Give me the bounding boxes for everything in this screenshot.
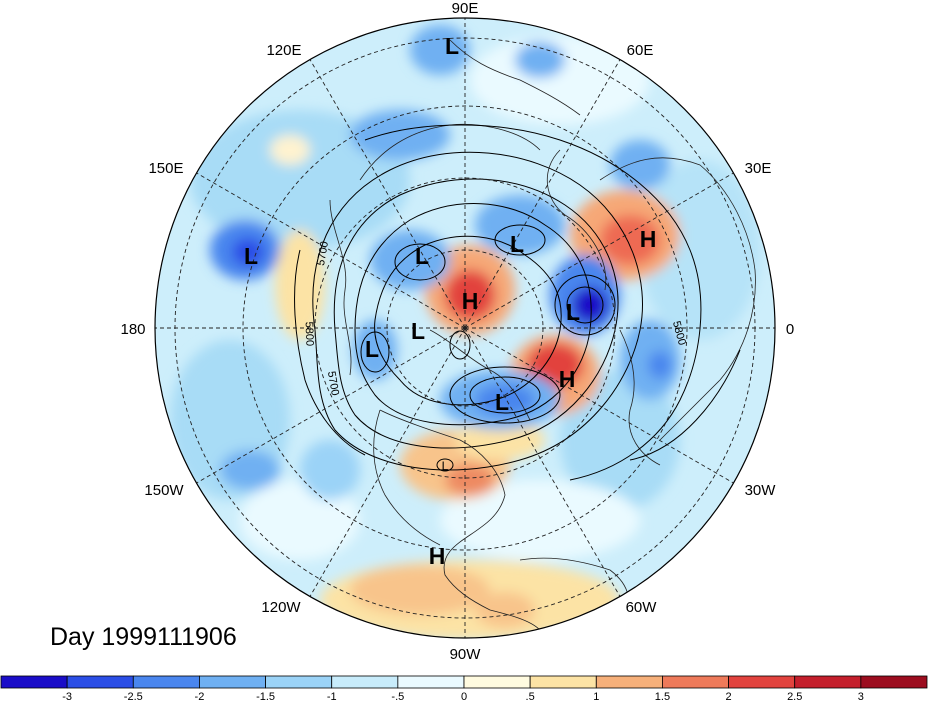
colorbar-swatch bbox=[199, 675, 266, 689]
colorbar-swatch bbox=[860, 675, 928, 689]
low-center-marker: L bbox=[445, 33, 459, 59]
lon-label-90w: 90W bbox=[450, 646, 482, 663]
colorbar: -3 -2.5 -2 -1.5 -1 -.5 0 .5 1 1.5 2 2.5 3 bbox=[0, 675, 928, 702]
lon-label-120e: 120E bbox=[266, 42, 301, 59]
longitude-labels: 90E 60E 30E 0 30W 60W 90W 120W 150W 180 … bbox=[120, 0, 794, 663]
anomaly-shading bbox=[155, 18, 775, 638]
contour-label: 5700 bbox=[325, 370, 341, 396]
high-center-marker: H bbox=[640, 226, 657, 252]
contour-label: 5700 bbox=[315, 240, 331, 266]
colorbar-swatch bbox=[662, 675, 729, 689]
height-contours bbox=[294, 124, 741, 481]
low-center-marker: L bbox=[415, 243, 429, 269]
colorbar-tick-label: 3 bbox=[858, 691, 864, 702]
colorbar-swatch bbox=[595, 675, 663, 689]
colorbar-swatch bbox=[728, 675, 796, 689]
low-center-marker: L bbox=[566, 299, 580, 325]
colorbar-tick-label: -1 bbox=[327, 691, 337, 702]
lon-label-30w: 30W bbox=[745, 482, 777, 499]
lon-label-0: 0 bbox=[786, 321, 794, 338]
high-center-marker: H bbox=[429, 543, 446, 569]
low-center-marker: L bbox=[365, 336, 379, 362]
low-center-marker: L bbox=[495, 389, 509, 415]
colorbar-swatch bbox=[265, 675, 333, 689]
colorbar-swatch bbox=[132, 675, 200, 689]
colorbar-tick-label: -2 bbox=[195, 691, 205, 702]
colorbar-swatch bbox=[66, 675, 134, 689]
colorbar-swatch bbox=[529, 675, 597, 689]
colorbar-swatch bbox=[397, 675, 465, 689]
colorbar-tick-label: 2 bbox=[726, 691, 732, 702]
colorbar-tick-label: -.5 bbox=[391, 691, 404, 702]
low-center-marker: L bbox=[244, 243, 258, 269]
contour-label: 5800 bbox=[303, 321, 316, 346]
coastlines bbox=[329, 39, 756, 631]
lon-label-30e: 30E bbox=[745, 160, 772, 177]
day-title: Day 1999111906 bbox=[50, 623, 237, 651]
colorbar-tick-label: 1 bbox=[593, 691, 599, 702]
pressure-centers: L L L L L L L L L H H H H bbox=[244, 33, 656, 569]
lon-label-90e: 90E bbox=[452, 0, 479, 17]
colorbar-tick-label: .5 bbox=[526, 691, 535, 702]
low-center-marker: L bbox=[442, 459, 449, 473]
high-center-marker: H bbox=[559, 366, 576, 392]
high-center-marker: H bbox=[462, 288, 479, 314]
colorbar-tick-label: 1.5 bbox=[655, 691, 670, 702]
colorbar-tick-label: -2.5 bbox=[124, 691, 143, 702]
colorbar-tick-label: 0 bbox=[461, 691, 467, 702]
lon-label-150e: 150E bbox=[148, 160, 183, 177]
colorbar-swatch bbox=[331, 675, 399, 689]
colorbar-swatch bbox=[794, 675, 862, 689]
low-center-marker: L bbox=[510, 231, 524, 257]
map-boundary bbox=[154, 17, 776, 639]
colorbar-tick-label: -3 bbox=[62, 691, 72, 702]
lon-label-60w: 60W bbox=[626, 599, 658, 616]
colorbar-swatch bbox=[463, 675, 531, 689]
lon-label-60e: 60E bbox=[627, 42, 654, 59]
lon-label-180: 180 bbox=[120, 321, 145, 338]
lon-label-150w: 150W bbox=[144, 482, 184, 499]
lon-label-120w: 120W bbox=[261, 599, 301, 616]
meridians bbox=[155, 18, 775, 638]
colorbar-tick-label: -1.5 bbox=[256, 691, 275, 702]
colorbar-swatch bbox=[0, 675, 68, 689]
colorbar-tick-label: 2.5 bbox=[787, 691, 802, 702]
low-center-marker: L bbox=[411, 318, 425, 344]
